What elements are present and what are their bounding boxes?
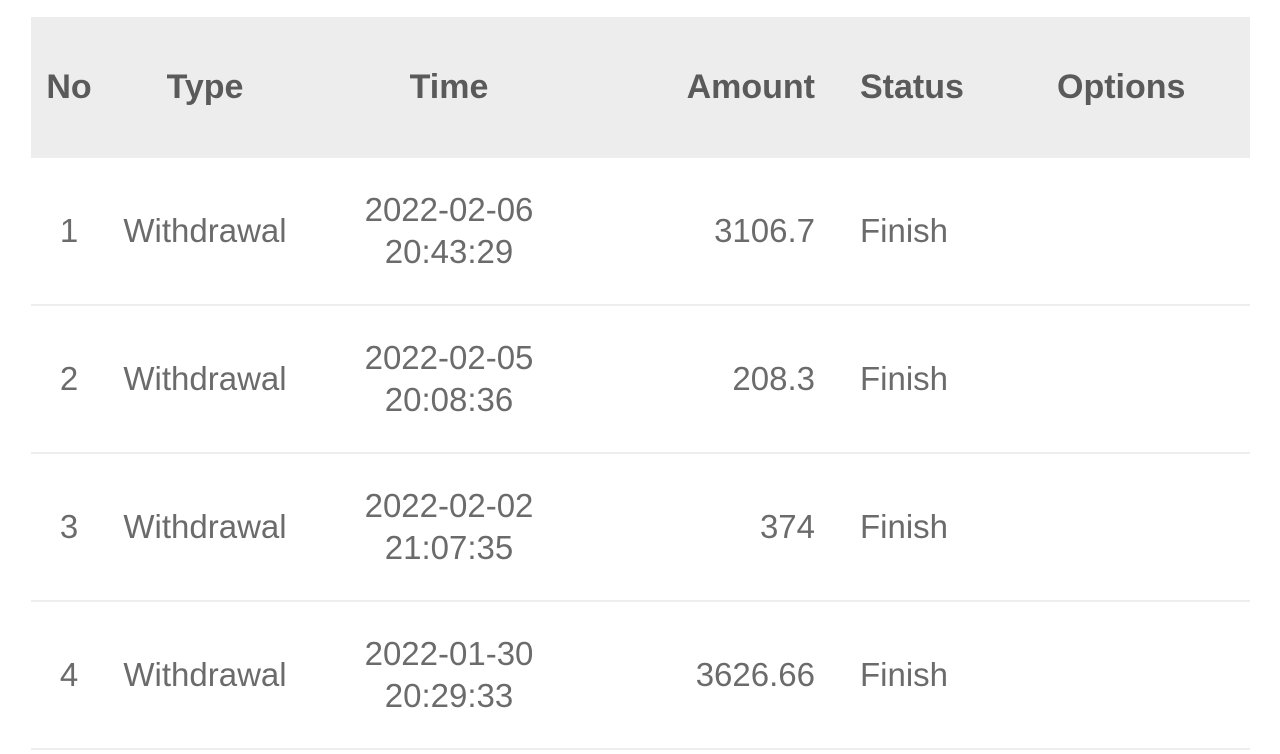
cell-type: Withdrawal	[107, 453, 303, 602]
cell-time-clock: 21:07:35	[384, 529, 514, 566]
cell-amount: 3106.7	[595, 158, 834, 306]
cell-options[interactable]	[1028, 453, 1250, 602]
cell-no: 2	[31, 305, 107, 454]
cell-truncated	[595, 749, 834, 754]
cell-status: Finish	[834, 305, 1028, 454]
transaction-table: No Type Time Amount Status Options 1 Wit…	[31, 17, 1250, 754]
cell-amount: 208.3	[595, 305, 834, 454]
table-row-truncated[interactable]	[31, 749, 1250, 754]
cell-truncated	[1028, 749, 1250, 754]
cell-time-date: 2022-01-30	[364, 634, 534, 672]
cell-time-date: 2022-02-05	[364, 338, 534, 376]
cell-options[interactable]	[1028, 305, 1250, 454]
cell-time-clock: 20:29:33	[384, 677, 514, 714]
cell-no: 1	[31, 158, 107, 306]
table-body: 1 Withdrawal 2022-02-06 20:43:29 3106.7 …	[31, 158, 1250, 754]
cell-status: Finish	[834, 601, 1028, 750]
cell-status: Finish	[834, 453, 1028, 602]
cell-type: Withdrawal	[107, 158, 303, 306]
table-row[interactable]: 1 Withdrawal 2022-02-06 20:43:29 3106.7 …	[31, 158, 1250, 306]
cell-time-clock: 20:43:29	[384, 233, 514, 270]
cell-options[interactable]	[1028, 158, 1250, 306]
cell-time-clock: 20:08:36	[384, 381, 514, 418]
cell-status: Finish	[834, 158, 1028, 306]
table-header: No Type Time Amount Status Options	[31, 17, 1250, 158]
column-header-status[interactable]: Status	[860, 68, 964, 106]
table-row[interactable]: 3 Withdrawal 2022-02-02 21:07:35 374 Fin…	[31, 453, 1250, 602]
cell-time: 2022-02-05 20:08:36	[303, 305, 595, 454]
cell-type: Withdrawal	[107, 601, 303, 750]
cell-no: 3	[31, 453, 107, 602]
cell-time-date: 2022-02-02	[364, 486, 534, 524]
cell-truncated	[303, 749, 595, 754]
table-header-row: No Type Time Amount Status Options	[31, 17, 1250, 158]
cell-truncated	[31, 749, 107, 754]
cell-type: Withdrawal	[107, 305, 303, 454]
column-header-time[interactable]: Time	[409, 68, 489, 106]
column-header-type[interactable]: Type	[166, 68, 244, 106]
cell-no: 4	[31, 601, 107, 750]
cell-amount: 3626.66	[595, 601, 834, 750]
table-row[interactable]: 4 Withdrawal 2022-01-30 20:29:33 3626.66…	[31, 601, 1250, 750]
column-header-amount[interactable]: Amount	[686, 68, 815, 106]
cell-time: 2022-02-06 20:43:29	[303, 158, 595, 306]
cell-time-date: 2022-02-06	[364, 190, 534, 228]
cell-time: 2022-02-02 21:07:35	[303, 453, 595, 602]
cell-options[interactable]	[1028, 601, 1250, 750]
transaction-table-card: No Type Time Amount Status Options 1 Wit…	[31, 17, 1250, 754]
column-header-options[interactable]: Options	[1057, 68, 1186, 106]
cell-truncated	[107, 749, 303, 754]
table-row[interactable]: 2 Withdrawal 2022-02-05 20:08:36 208.3 F…	[31, 305, 1250, 454]
cell-amount: 374	[595, 453, 834, 602]
column-header-no[interactable]: No	[46, 68, 92, 106]
cell-truncated	[834, 749, 1028, 754]
cell-time: 2022-01-30 20:29:33	[303, 601, 595, 750]
